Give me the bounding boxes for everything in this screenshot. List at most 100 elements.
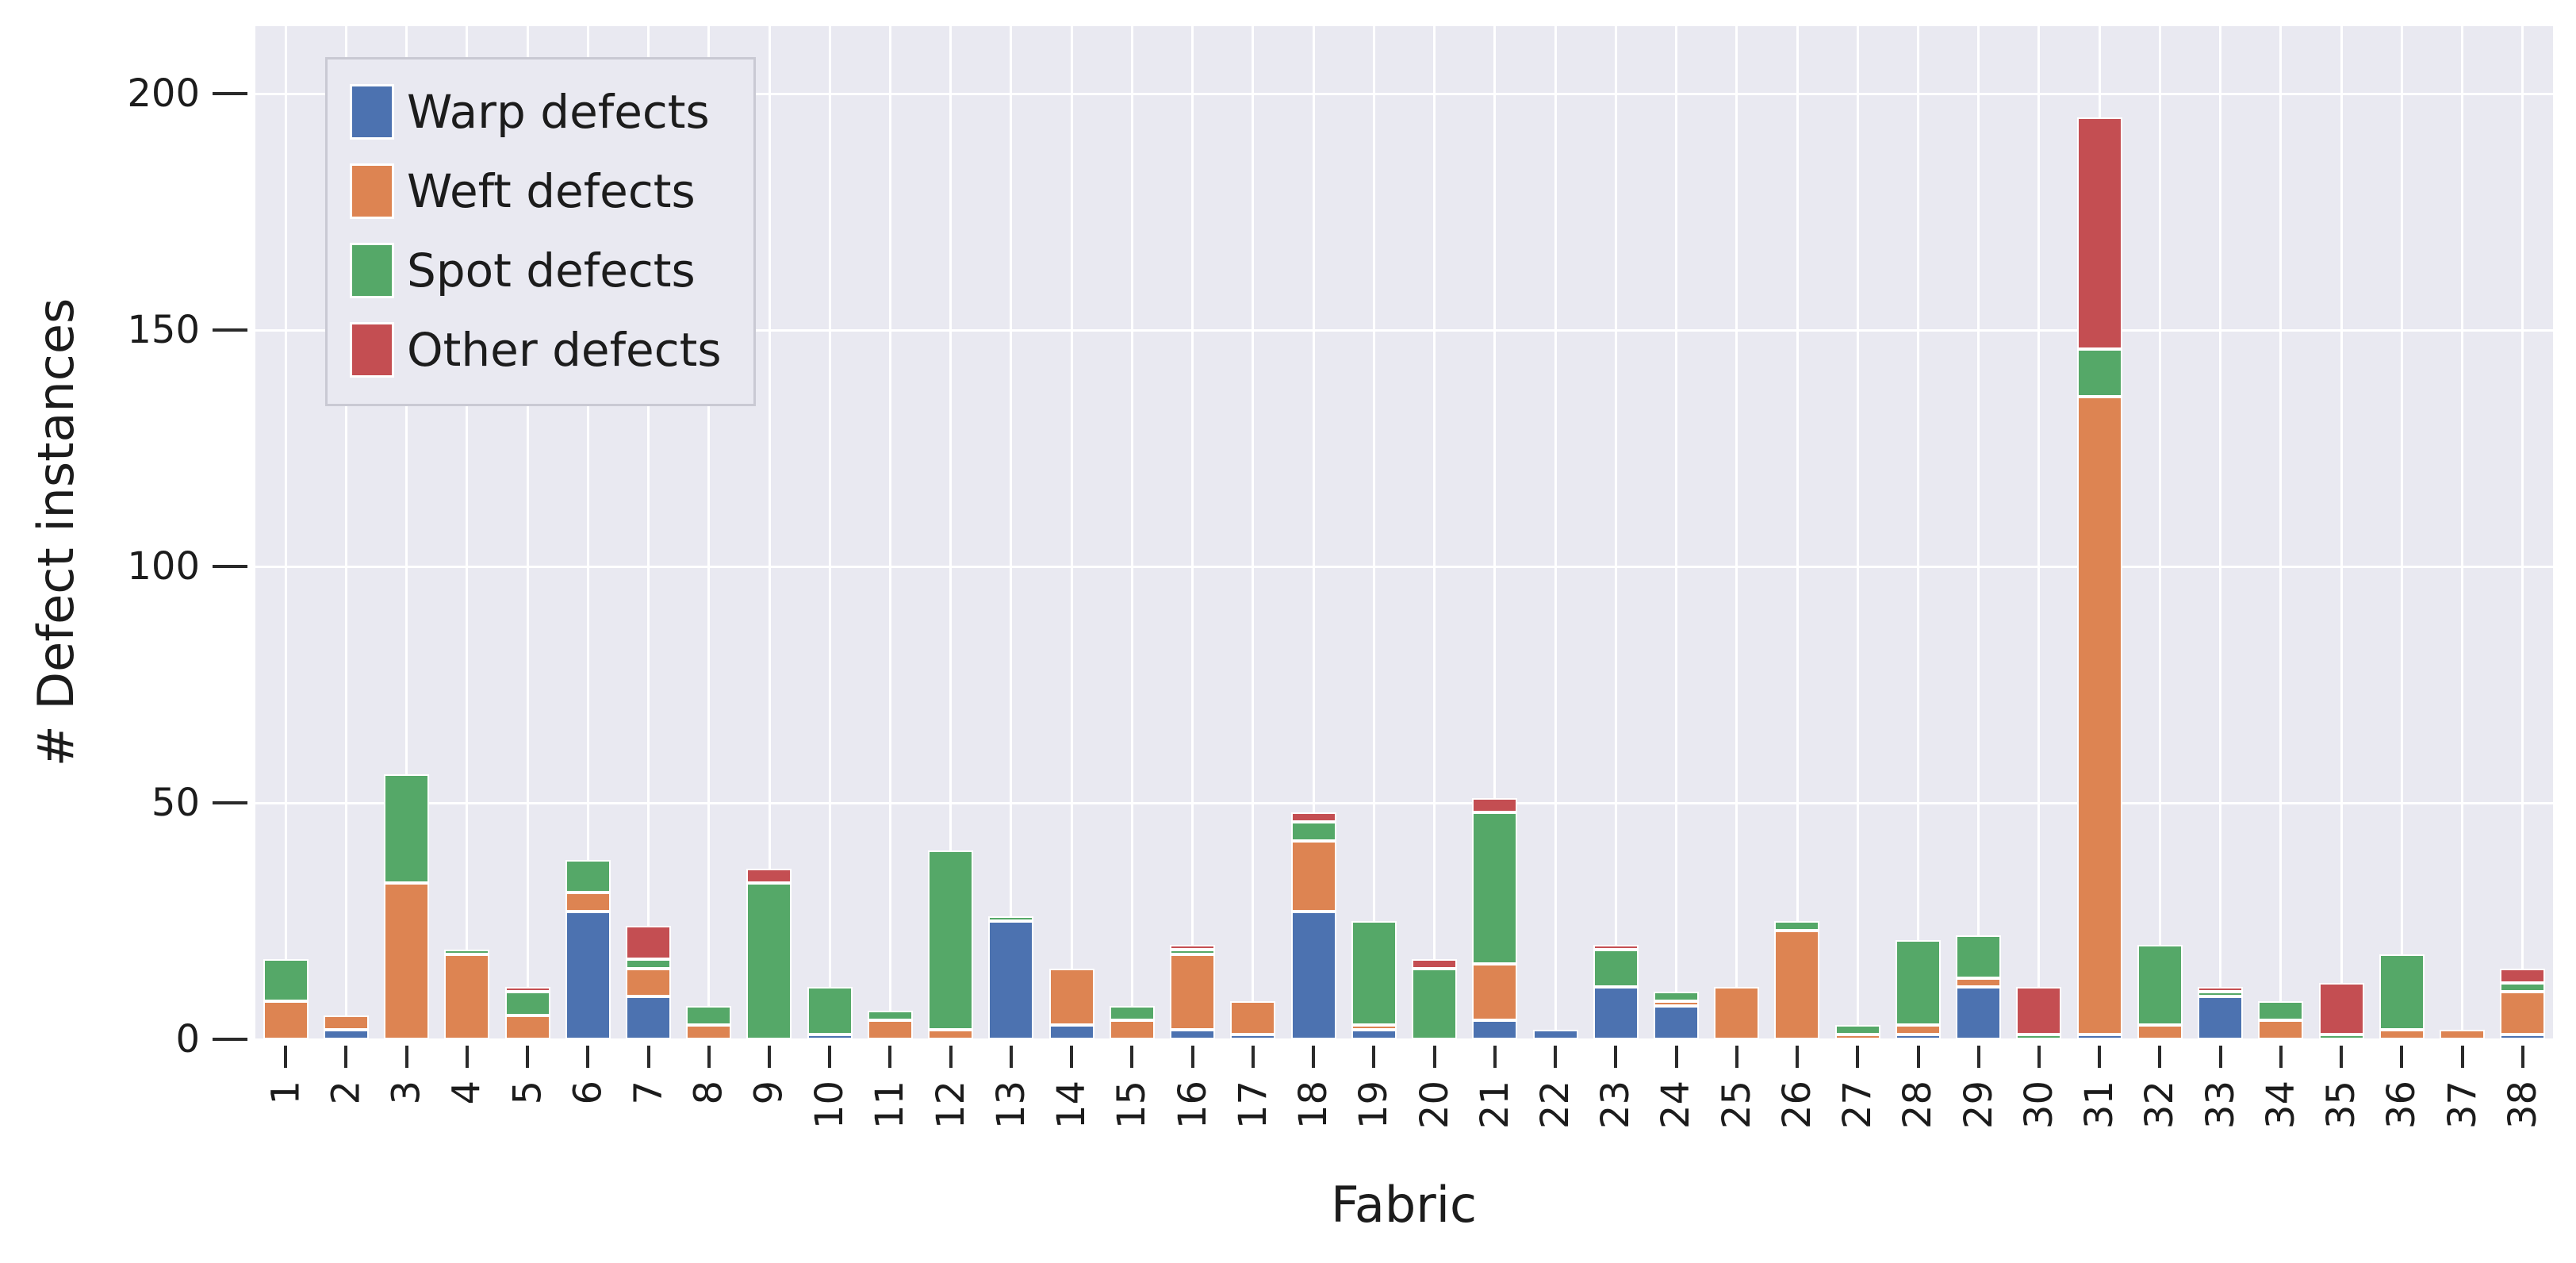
bar-segment-weft-fabric-3	[384, 883, 430, 1039]
bar-fabric-36	[2371, 26, 2432, 1039]
x-tick-mark-14	[1070, 1046, 1074, 1068]
vertical-gridlines	[255, 26, 2553, 1039]
bar-fabric-9	[739, 26, 799, 1039]
x-tick-mark-26	[1796, 1046, 1800, 1068]
bar-segment-weft-fabric-17	[1230, 1001, 1276, 1035]
bar-segment-warp-fabric-38	[2500, 1035, 2546, 1039]
bar-segment-other-fabric-23	[1593, 944, 1639, 950]
gridline-x-27	[1856, 26, 1859, 1039]
bar-fabric-35	[2311, 26, 2371, 1039]
gridline-x-34	[2279, 26, 2283, 1039]
bar-segment-spot-fabric-35	[2318, 1035, 2364, 1039]
gridline-x-1	[284, 26, 287, 1039]
bar-segment-spot-fabric-8	[686, 1006, 732, 1026]
bar-segment-weft-fabric-36	[2379, 1030, 2425, 1039]
x-tick-mark-17	[1251, 1046, 1255, 1068]
x-tick-label-text: 8	[686, 1081, 731, 1105]
gridline-x-35	[2340, 26, 2343, 1039]
x-tick-label-text: 22	[1533, 1081, 1578, 1130]
gridline-x-10	[828, 26, 831, 1039]
bar-segment-weft-fabric-27	[1834, 1035, 1880, 1039]
bar-segment-spot-fabric-16	[1170, 949, 1216, 954]
bar-fabric-4	[437, 26, 497, 1039]
x-tick-label-text: 34	[2258, 1081, 2303, 1130]
bar-fabric-31	[2069, 26, 2129, 1039]
bar-segment-warp-fabric-13	[988, 921, 1034, 1039]
bar-fabric-34	[2251, 26, 2311, 1039]
x-tick-mark-7	[646, 1046, 650, 1068]
bar-fabric-13	[981, 26, 1041, 1039]
bar-segment-spot-fabric-11	[867, 1011, 913, 1021]
x-tick-mark-16	[1190, 1046, 1194, 1068]
bar-segment-spot-fabric-6	[565, 859, 611, 893]
bar-segment-weft-fabric-8	[686, 1025, 732, 1039]
x-tick-mark-36	[2400, 1046, 2404, 1068]
x-tick-mark-18	[1312, 1046, 1316, 1068]
bar-segment-warp-fabric-33	[2198, 996, 2244, 1039]
bar-segment-weft-fabric-11	[867, 1020, 913, 1039]
bar-segment-warp-fabric-29	[1956, 987, 2002, 1039]
x-tick-label-text: 13	[988, 1081, 1033, 1130]
bar-segment-spot-fabric-32	[2137, 944, 2183, 1026]
bar-fabric-16	[1163, 26, 1223, 1039]
bar-segment-other-fabric-21	[1472, 798, 1518, 812]
x-tick-label-text: 15	[1110, 1081, 1155, 1130]
bar-segment-weft-fabric-26	[1774, 930, 1820, 1039]
bar-fabric-14	[1041, 26, 1102, 1039]
x-tick-label-text: 27	[1835, 1081, 1880, 1130]
x-tick-label-text: 10	[807, 1081, 853, 1130]
x-tick-mark-15	[1130, 1046, 1134, 1068]
plot-area	[255, 26, 2553, 1041]
y-tick-mark-50	[213, 801, 247, 805]
bar-fabric-19	[1344, 26, 1404, 1039]
x-tick-mark-32	[2158, 1046, 2162, 1068]
bar-segment-warp-fabric-16	[1170, 1030, 1216, 1039]
bar-segment-other-fabric-38	[2500, 968, 2546, 983]
x-tick-label-text: 29	[1956, 1081, 2001, 1130]
bar-segment-warp-fabric-6	[565, 912, 611, 1039]
horizontal-gridlines	[255, 26, 2553, 1041]
bar-segment-warp-fabric-7	[626, 996, 672, 1039]
x-tick-mark-2	[344, 1046, 348, 1068]
x-tick-label-text: 5	[505, 1081, 550, 1105]
x-tick-label-text: 31	[2077, 1081, 2122, 1130]
x-tick-mark-19	[1372, 1046, 1376, 1068]
x-tick-mark-6	[586, 1046, 590, 1068]
gridline-x-14	[1070, 26, 1073, 1039]
legend-label: Spot defects	[407, 244, 696, 298]
bar-segment-spot-fabric-26	[1774, 921, 1820, 931]
x-tick-label-text: 1	[263, 1081, 309, 1105]
y-tick-label-50: 50	[151, 781, 200, 826]
bar-segment-spot-fabric-18	[1290, 821, 1336, 841]
x-tick-mark-13	[1009, 1046, 1013, 1068]
bar-fabric-10	[799, 26, 860, 1039]
x-tick-label-text: 2	[324, 1081, 369, 1105]
bar-fabric-2	[316, 26, 376, 1039]
x-tick-mark-33	[2218, 1046, 2222, 1068]
x-tick-mark-12	[949, 1046, 953, 1068]
gridline-x-22	[1554, 26, 1557, 1039]
x-tick-label-text: 33	[2198, 1081, 2243, 1130]
x-tick-label-text: 20	[1412, 1081, 1457, 1130]
bar-fabric-3	[376, 26, 436, 1039]
x-tick-label-text: 26	[1775, 1081, 1820, 1130]
bar-segment-spot-fabric-23	[1593, 949, 1639, 988]
bar-segment-other-fabric-20	[1412, 958, 1458, 969]
x-tick-label-text: 7	[626, 1081, 671, 1105]
bar-segment-spot-fabric-19	[1351, 921, 1397, 1026]
bar-segment-warp-fabric-21	[1472, 1020, 1518, 1039]
bar-fabric-38	[2493, 26, 2553, 1039]
bar-segment-warp-fabric-24	[1654, 1006, 1699, 1039]
bar-segment-weft-fabric-19	[1351, 1025, 1397, 1031]
x-tick-label-text: 25	[1714, 1081, 1759, 1130]
x-tick-label-text: 19	[1351, 1081, 1397, 1130]
x-tick-mark-21	[1493, 1046, 1497, 1068]
bar-segment-spot-fabric-20	[1412, 968, 1458, 1039]
x-tick-mark-24	[1674, 1046, 1678, 1068]
bar-segment-weft-fabric-34	[2258, 1020, 2304, 1039]
bar-segment-weft-fabric-29	[1956, 977, 2002, 988]
x-tick-label-text: 37	[2440, 1081, 2485, 1130]
x-tick-mark-11	[888, 1046, 892, 1068]
bar-segment-spot-fabric-31	[2076, 349, 2122, 397]
x-tick-mark-9	[768, 1046, 771, 1068]
